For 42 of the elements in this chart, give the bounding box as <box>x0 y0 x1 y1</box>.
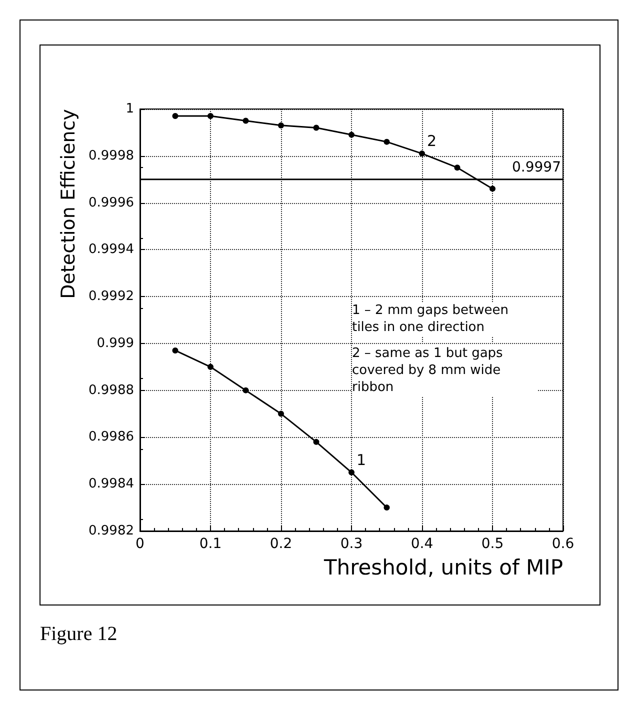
ref-line-label: 0.9997 <box>512 159 561 176</box>
y-tick-label: 0.9986 <box>88 430 134 445</box>
x-tick-label: 0.4 <box>410 536 434 552</box>
point <box>348 132 354 138</box>
y-tick-label: 0.9998 <box>88 148 134 164</box>
x-tick-label: 0.5 <box>481 536 504 552</box>
point <box>172 113 178 120</box>
point <box>278 122 284 128</box>
point <box>454 164 460 171</box>
point <box>490 186 496 192</box>
annotation: 2 – same as 1 but gaps covered by 8 mm wide ribbon <box>352 346 507 395</box>
point <box>313 438 320 445</box>
y-tick-label: 0.9992 <box>88 289 134 304</box>
annotation: 2 <box>427 132 437 150</box>
point <box>348 469 354 476</box>
y-tick-label: 0.9984 <box>88 476 134 492</box>
y-tick-label: 0.9996 <box>88 195 134 210</box>
point <box>208 364 214 370</box>
y-tick-label: 0.9982 <box>88 524 134 538</box>
point <box>384 504 390 511</box>
point <box>278 410 284 417</box>
y-tick-label: 0.9988 <box>88 382 134 398</box>
x-tick-label: 0.3 <box>340 536 363 552</box>
point <box>242 387 249 394</box>
point <box>419 150 425 157</box>
point <box>208 113 214 120</box>
point <box>172 347 178 354</box>
x-tick-label: 0.2 <box>270 536 292 552</box>
point <box>242 118 249 124</box>
x-tick-label: 0.6 <box>552 536 574 552</box>
point <box>313 124 320 131</box>
y-tick-label: 1 <box>126 102 134 116</box>
annotation: 1 <box>356 450 366 469</box>
x-tick-label: 0.1 <box>199 536 222 552</box>
annotation: 1 – 2 mm gaps between tiles in one direction <box>352 303 513 335</box>
caption: Figure 12 <box>40 623 118 645</box>
point <box>384 138 390 145</box>
y-tick-label: 0.9994 <box>88 242 134 258</box>
x-axis-title: Threshold, units of MIP <box>322 556 563 580</box>
x-tick-label: 0 <box>136 536 144 552</box>
y-axis-title: Detection Efficiency <box>58 109 80 299</box>
y-tick-label: 0.999 <box>96 336 134 351</box>
